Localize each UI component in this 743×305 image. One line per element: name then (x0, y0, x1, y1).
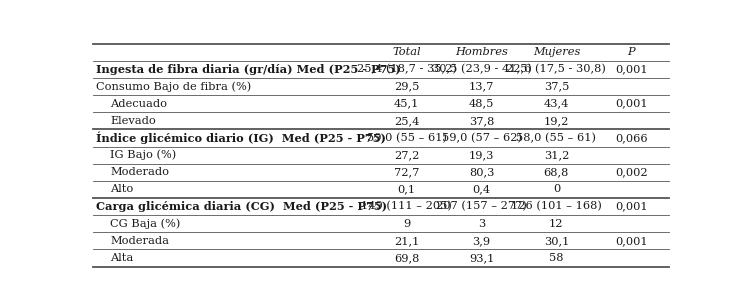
Text: 0,4: 0,4 (473, 184, 490, 194)
Text: 59,0 (55 – 61): 59,0 (55 – 61) (367, 133, 447, 143)
Text: 25,4: 25,4 (394, 116, 419, 126)
Text: 19,3: 19,3 (469, 150, 494, 160)
Text: 68,8: 68,8 (544, 167, 569, 177)
Text: 31,2: 31,2 (544, 150, 569, 160)
Text: 43,4: 43,4 (544, 99, 569, 109)
Text: Ingesta de fibra diaria (gr/día) Med (P25 - P75): Ingesta de fibra diaria (gr/día) Med (P2… (96, 64, 400, 75)
Text: CG Baja (%): CG Baja (%) (110, 218, 181, 229)
Text: 22,6 (17,5 - 30,8): 22,6 (17,5 - 30,8) (507, 64, 606, 74)
Text: Elevado: Elevado (110, 116, 156, 126)
Text: 3: 3 (478, 219, 485, 229)
Text: 3,9: 3,9 (473, 236, 490, 246)
Text: 0,1: 0,1 (398, 184, 416, 194)
Text: 12: 12 (549, 219, 564, 229)
Text: 13,7: 13,7 (469, 81, 494, 92)
Text: Alto: Alto (110, 184, 134, 194)
Text: P: P (627, 47, 635, 57)
Text: 45,1: 45,1 (394, 99, 419, 109)
Text: 59,0 (57 – 62): 59,0 (57 – 62) (441, 133, 522, 143)
Text: Moderado: Moderado (110, 167, 169, 177)
Text: Adecuado: Adecuado (110, 99, 167, 109)
Text: IG Bajo (%): IG Bajo (%) (110, 150, 176, 160)
Text: 126 (101 – 168): 126 (101 – 168) (511, 201, 602, 212)
Text: 93,1: 93,1 (469, 253, 494, 263)
Text: 0,066: 0,066 (615, 133, 648, 143)
Text: 0,001: 0,001 (615, 64, 648, 74)
Text: Consumo Bajo de fibra (%): Consumo Bajo de fibra (%) (96, 81, 251, 92)
Text: 30,1: 30,1 (544, 236, 569, 246)
Text: 19,2: 19,2 (544, 116, 569, 126)
Text: 48,5: 48,5 (469, 99, 494, 109)
Text: 30,5 (23,9 - 41,5): 30,5 (23,9 - 41,5) (432, 64, 531, 74)
Text: 149 (111 – 205): 149 (111 – 205) (361, 201, 452, 212)
Text: 25,4 (18,7 - 35,2): 25,4 (18,7 - 35,2) (357, 64, 457, 74)
Text: 29,5: 29,5 (394, 81, 419, 92)
Text: Índice glicémico diario (IG)  Med (P25 - P75): Índice glicémico diario (IG) Med (P25 - … (96, 132, 386, 144)
Text: 37,8: 37,8 (469, 116, 494, 126)
Text: 0: 0 (553, 184, 560, 194)
Text: 0,002: 0,002 (615, 167, 648, 177)
Text: 58,0 (55 – 61): 58,0 (55 – 61) (516, 133, 597, 143)
Text: Total: Total (392, 47, 421, 57)
Text: Alta: Alta (110, 253, 134, 263)
Text: Mujeres: Mujeres (533, 47, 580, 57)
Text: 0,001: 0,001 (615, 202, 648, 211)
Text: Hombres: Hombres (455, 47, 508, 57)
Text: 27,2: 27,2 (394, 150, 419, 160)
Text: 72,7: 72,7 (394, 167, 419, 177)
Text: Moderada: Moderada (110, 236, 169, 246)
Text: 80,3: 80,3 (469, 167, 494, 177)
Text: 0,001: 0,001 (615, 236, 648, 246)
Text: 9: 9 (403, 219, 410, 229)
Text: 58: 58 (549, 253, 564, 263)
Text: Carga glicémica diaria (CG)  Med (P25 - P75): Carga glicémica diaria (CG) Med (P25 - P… (96, 201, 387, 212)
Text: 0,001: 0,001 (615, 99, 648, 109)
Text: 37,5: 37,5 (544, 81, 569, 92)
Text: 21,1: 21,1 (394, 236, 419, 246)
Text: 207 (157 – 277): 207 (157 – 277) (436, 201, 527, 212)
Text: 69,8: 69,8 (394, 253, 419, 263)
